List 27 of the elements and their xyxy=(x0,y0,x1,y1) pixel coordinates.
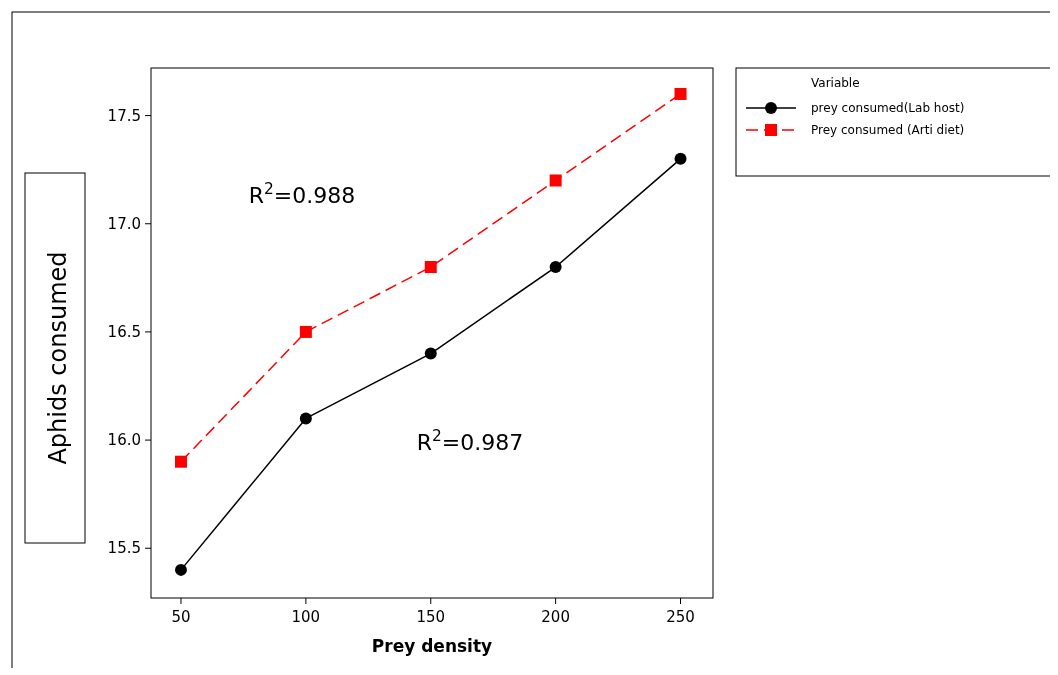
point xyxy=(674,87,687,100)
y-tick-label: 16.5 xyxy=(107,323,141,342)
point xyxy=(174,455,187,468)
x-axis-title: Prey density xyxy=(371,636,493,656)
y-tick-label: 17.5 xyxy=(107,106,141,125)
y-axis-title: Aphids consumed xyxy=(44,251,72,465)
x-tick-label: 200 xyxy=(541,608,570,626)
x-tick-label: 50 xyxy=(171,608,191,626)
y-tick-label: 17.0 xyxy=(107,215,141,234)
point xyxy=(299,412,312,425)
point xyxy=(674,152,687,165)
annotation: R$^{2}$=0.988 xyxy=(248,179,356,208)
x-tick-label: 150 xyxy=(416,608,446,626)
point xyxy=(549,261,562,274)
legend-label: prey consumed(Lab host) xyxy=(811,101,965,116)
point xyxy=(299,325,312,338)
x-tick-label: 100 xyxy=(291,608,321,626)
point xyxy=(549,174,562,187)
y-tick-label: 16.0 xyxy=(107,431,141,450)
point xyxy=(424,347,437,360)
y-tick-label: 15.5 xyxy=(107,539,141,558)
legend-title: Variable xyxy=(811,76,860,90)
x-tick-label: 250 xyxy=(666,608,695,626)
legend-label: Prey consumed (Arti diet) xyxy=(811,123,965,138)
annotation: R$^{2}$=0.987 xyxy=(416,426,524,455)
point xyxy=(174,563,187,576)
point xyxy=(424,261,437,274)
